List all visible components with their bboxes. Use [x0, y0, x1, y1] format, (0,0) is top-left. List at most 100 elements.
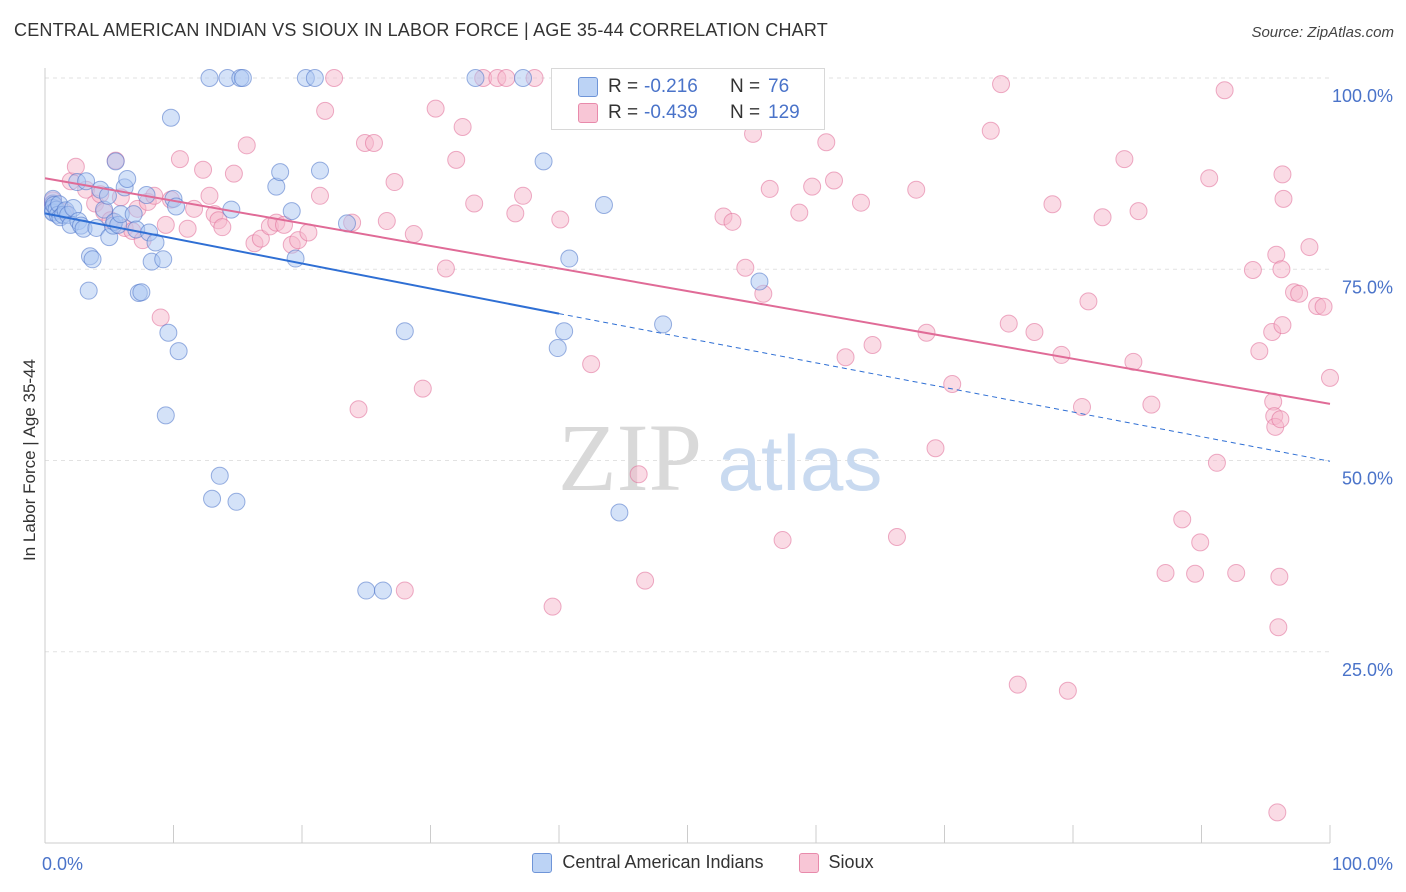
- point-sioux-25: [194, 160, 213, 179]
- stats-n-value: 129: [768, 102, 800, 123]
- point-central-american-indians-20: [79, 281, 98, 300]
- point-sioux-119: [1250, 342, 1269, 361]
- tick-labels: 100.0% 75.0% 50.0% 25.0% 0.0% 100.0%: [42, 86, 1393, 874]
- point-sioux-64: [551, 210, 570, 229]
- point-sioux-85: [817, 133, 836, 152]
- legend-item-sioux[interactable]: Sioux: [798, 852, 874, 873]
- point-sioux-33: [251, 229, 270, 248]
- chart-title: CENTRAL AMERICAN INDIAN VS SIOUX IN LABO…: [14, 20, 828, 40]
- point-central-american-indians-22: [83, 250, 102, 269]
- point-sioux-123: [1290, 284, 1309, 303]
- point-sioux-89: [863, 335, 882, 354]
- legend-swatch-blue: [532, 852, 553, 873]
- point-sioux-53: [436, 259, 455, 278]
- legend: Central American Indians Sioux: [0, 852, 1406, 878]
- point-central-american-indians-77: [654, 315, 673, 334]
- point-sioux-46: [364, 134, 383, 153]
- point-central-american-indians-66: [357, 581, 376, 600]
- point-central-american-indians-73: [555, 322, 574, 341]
- y-tick-label-0: 100.0%: [1332, 86, 1393, 106]
- point-sioux-136: [1272, 260, 1291, 279]
- point-sioux-99: [1025, 322, 1044, 341]
- point-sioux-22: [170, 150, 189, 169]
- point-sioux-26: [200, 186, 219, 205]
- point-sioux-81: [760, 179, 779, 198]
- point-sioux-104: [1079, 292, 1098, 311]
- point-sioux-20: [156, 215, 175, 234]
- point-central-american-indians-60: [282, 202, 301, 221]
- point-sioux-138: [1274, 189, 1293, 208]
- point-sioux-55: [453, 117, 472, 136]
- point-sioux-84: [803, 177, 822, 196]
- point-sioux-116: [1215, 81, 1234, 100]
- stats-r-value: -0.216: [644, 76, 698, 97]
- point-sioux-52: [426, 99, 445, 118]
- point-sioux-121: [1273, 316, 1292, 335]
- x-tick-label-left: 0.0%: [42, 854, 83, 874]
- point-sioux-134: [1270, 567, 1289, 586]
- point-sioux-109: [1142, 395, 1161, 414]
- point-sioux-19: [151, 308, 170, 327]
- y-tick-label-2: 50.0%: [1342, 469, 1393, 489]
- point-central-american-indians-72: [548, 339, 567, 358]
- point-central-american-indians-63: [305, 69, 324, 87]
- point-central-american-indians-78: [750, 272, 769, 291]
- point-central-american-indians-53: [200, 69, 219, 87]
- point-sioux-115: [1207, 453, 1226, 472]
- point-sioux-44: [349, 400, 368, 419]
- point-sioux-71: [629, 465, 648, 484]
- y-tick-label-1: 75.0%: [1342, 277, 1393, 297]
- point-central-american-indians-75: [594, 195, 613, 214]
- point-central-american-indians-46: [161, 108, 180, 127]
- point-sioux-98: [1008, 675, 1027, 694]
- stats-row-sioux: R = -0.439 N = 129: [552, 100, 800, 126]
- trend-line-sioux: [44, 177, 1331, 405]
- point-central-american-indians-34: [118, 169, 137, 188]
- point-central-american-indians-64: [310, 161, 329, 180]
- stats-box: R = -0.216 N = 76 R = -0.439 N = 129: [551, 68, 825, 130]
- legend-item-central-american-indians[interactable]: Central American Indians: [532, 852, 764, 873]
- point-sioux-105: [1093, 208, 1112, 227]
- stats-swatch-pink: [578, 103, 598, 123]
- point-sioux-114: [1200, 169, 1219, 188]
- trend-line-central-american-indians: [44, 212, 560, 315]
- point-central-american-indians-59: [271, 163, 290, 182]
- watermark-zip: ZIP: [558, 404, 702, 511]
- point-sioux-133: [1269, 618, 1288, 637]
- point-sioux-117: [1227, 563, 1246, 582]
- point-central-american-indians-43: [154, 250, 173, 269]
- point-central-american-indians-56: [233, 69, 252, 87]
- point-central-american-indians-76: [610, 503, 629, 522]
- point-sioux-106: [1115, 150, 1134, 169]
- point-sioux-88: [851, 193, 870, 212]
- point-sioux-30: [224, 164, 243, 183]
- stats-n-label: N =: [730, 102, 761, 123]
- point-sioux-87: [836, 348, 855, 367]
- point-sioux-118: [1243, 261, 1262, 280]
- point-sioux-93: [926, 439, 945, 458]
- point-sioux-51: [413, 379, 432, 398]
- legend-swatch-pink: [798, 852, 819, 873]
- stats-row-central-american-indians: R = -0.216 N = 76: [552, 74, 789, 100]
- point-sioux-110: [1156, 563, 1175, 582]
- point-central-american-indians-26: [98, 186, 117, 205]
- point-sioux-61: [514, 186, 533, 205]
- legend-label: Sioux: [828, 852, 874, 872]
- point-sioux-5: [66, 157, 85, 176]
- point-sioux-31: [237, 136, 256, 155]
- point-sioux-49: [395, 581, 414, 600]
- point-sioux-29: [213, 218, 232, 237]
- point-sioux-23: [178, 219, 197, 238]
- point-sioux-126: [1314, 297, 1333, 316]
- point-sioux-100: [1043, 195, 1062, 214]
- y-tick-label-3: 25.0%: [1342, 660, 1393, 680]
- watermark: ZIP atlas: [558, 404, 882, 511]
- stats-r-value: -0.439: [644, 102, 698, 123]
- point-sioux-72: [636, 571, 655, 590]
- x-tick-label-right: 100.0%: [1332, 854, 1393, 874]
- trend-line-central-american-indians-extension: [558, 313, 1331, 462]
- point-sioux-40: [310, 186, 329, 205]
- trend-lines: [44, 177, 1331, 462]
- point-sioux-132: [1268, 803, 1287, 822]
